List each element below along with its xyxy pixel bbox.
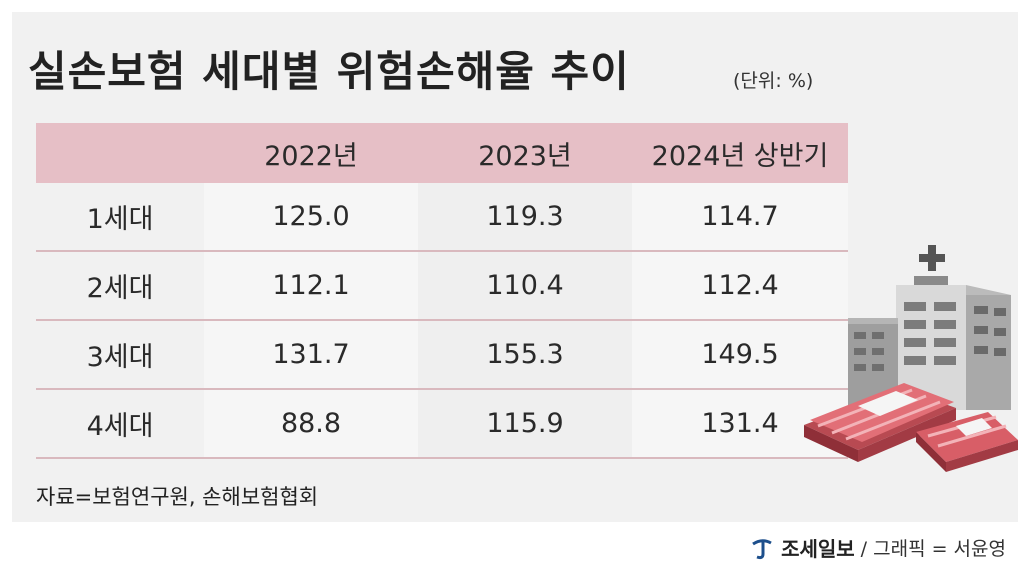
- money-bundle-icon: [804, 383, 1018, 472]
- table-cell: 115.9: [418, 389, 632, 459]
- row-label: 3세대: [36, 320, 204, 390]
- header-corner: [36, 123, 204, 183]
- header-2024-h1: 2024년 상반기: [632, 123, 848, 183]
- table-cell: 88.8: [204, 389, 418, 459]
- table-cell: 149.5: [632, 320, 848, 390]
- table-row: 3세대 131.7 155.3 149.5: [36, 320, 848, 390]
- unit-label: (단위: %): [733, 70, 814, 92]
- table-cell: 119.3: [418, 183, 632, 252]
- header-2022: 2022년: [204, 123, 418, 183]
- table-row: 2세대 112.1 110.4 112.4: [36, 251, 848, 321]
- table-cell: 112.1: [204, 251, 418, 321]
- row-label: 1세대: [36, 183, 204, 252]
- table-cell: 114.7: [632, 183, 848, 252]
- table-cell: 125.0: [204, 183, 418, 252]
- table-row: 4세대 88.8 115.9 131.4: [36, 389, 848, 459]
- brand-name: 조세일보: [781, 537, 855, 561]
- table-cell: 155.3: [418, 320, 632, 390]
- table-cell: 112.4: [632, 251, 848, 321]
- row-label: 4세대: [36, 389, 204, 459]
- header-2023: 2023년: [418, 123, 632, 183]
- credit-line: 조세일보 / 그래픽 = 서윤영: [749, 533, 1006, 562]
- hospital-money-illustration: [804, 245, 1018, 472]
- hospital-building-icon: [848, 245, 1011, 410]
- graphic-credit: / 그래픽 = 서윤영: [860, 538, 1006, 560]
- table-cell: 131.7: [204, 320, 418, 390]
- loss-ratio-table: 2022년 2023년 2024년 상반기 1세대 125.0 119.3 11…: [36, 123, 848, 459]
- joseilbo-logo-icon: [752, 538, 772, 559]
- table-row: 1세대 125.0 119.3 114.7: [36, 183, 848, 252]
- table-header-row: 2022년 2023년 2024년 상반기: [36, 123, 848, 183]
- table-cell: 110.4: [418, 251, 632, 321]
- row-label: 2세대: [36, 251, 204, 321]
- chart-title: 실손보험 세대별 위험손해율 추이: [28, 47, 630, 96]
- source-note: 자료=보험연구원, 손해보험협회: [36, 485, 319, 509]
